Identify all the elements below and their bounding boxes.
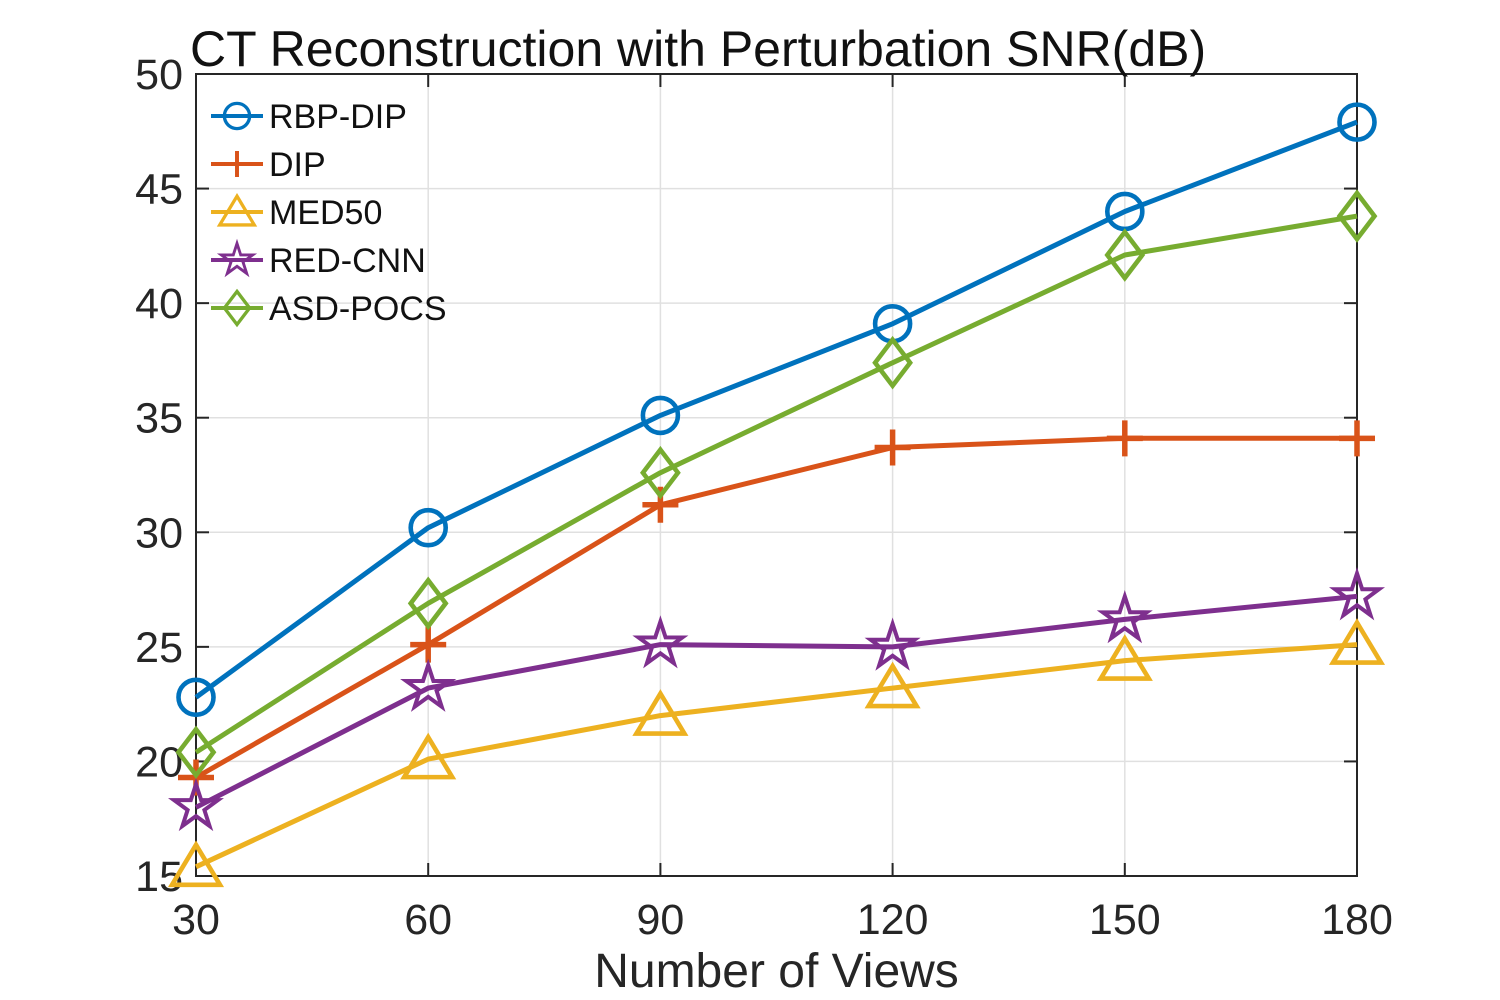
marker-star-red-cnn	[1096, 590, 1153, 644]
marker-circle-rbp-dip	[176, 677, 216, 718]
y-tick-label: 40	[135, 280, 183, 328]
series-rbp-dip	[176, 102, 1377, 718]
legend-marker-circle-icon	[222, 101, 252, 131]
x-tick-label: 90	[636, 896, 684, 944]
x-tick-label: 180	[1321, 896, 1393, 944]
x-axis-label: Number of Views	[594, 945, 959, 998]
legend-label-med50: MED50	[269, 194, 382, 232]
marker-plus-dip	[410, 626, 447, 663]
series-asd-pocs	[175, 189, 1378, 780]
series-red-cnn	[167, 566, 1386, 832]
marker-star-red-cnn	[632, 615, 689, 669]
series-line-asd-pocs	[194, 213, 1358, 755]
legend: RBP-DIP DIP MED50 RED-CNN ASD-POCS	[211, 98, 447, 328]
marker-plus-dip	[1106, 420, 1143, 457]
marker-diamond-asd-pocs	[640, 445, 681, 500]
marker-circle-rbp-dip	[1337, 102, 1377, 142]
marker-plus-dip	[1339, 420, 1375, 457]
legend-label-rbp-dip: RBP-DIP	[269, 98, 407, 136]
legend-marker-star-icon	[216, 238, 258, 278]
chart-title: CT Reconstruction with Perturbation SNR(…	[190, 21, 1207, 77]
legend-item-red-cnn: RED-CNN	[211, 238, 426, 280]
marker-circle-rbp-dip	[408, 507, 449, 548]
series-line-med50	[194, 642, 1358, 870]
marker-triangle-med50	[1096, 634, 1153, 681]
legend-label-dip: DIP	[269, 146, 326, 184]
marker-star-red-cnn	[167, 777, 225, 832]
x-tick-label: 60	[404, 896, 452, 944]
marker-triangle-med50	[632, 689, 689, 736]
marker-triangle-med50	[167, 840, 225, 888]
marker-circle-rbp-dip	[640, 395, 681, 436]
series-line-rbp-dip	[194, 119, 1358, 700]
marker-plus-dip	[874, 429, 911, 466]
x-tick-label: 30	[172, 896, 220, 944]
legend-item-asd-pocs: ASD-POCS	[211, 288, 447, 328]
y-tick-label: 20	[135, 738, 183, 786]
y-tick-label: 30	[135, 509, 183, 557]
legend-item-dip: DIP	[211, 146, 326, 184]
marker-triangle-med50	[400, 732, 457, 780]
legend-label-asd-pocs: ASD-POCS	[269, 290, 447, 328]
marker-diamond-asd-pocs	[872, 335, 913, 390]
x-tick-label: 120	[857, 896, 929, 944]
marker-star-red-cnn	[864, 617, 921, 671]
x-tick-label: 150	[1089, 896, 1161, 944]
marker-triangle-med50	[1328, 618, 1386, 665]
legend-marker-triangle-icon	[216, 192, 258, 227]
y-tick-label: 50	[135, 51, 183, 99]
legend-item-med50: MED50	[211, 192, 382, 232]
series-dip	[178, 420, 1375, 796]
series-med50	[167, 618, 1386, 888]
legend-label-red-cnn: RED-CNN	[269, 242, 426, 280]
marker-triangle-med50	[864, 661, 921, 709]
marker-diamond-asd-pocs	[1336, 189, 1378, 243]
series-line-dip	[194, 435, 1357, 780]
marker-star-red-cnn	[1328, 566, 1386, 621]
marker-diamond-asd-pocs	[407, 576, 449, 631]
marker-diamond-asd-pocs	[175, 725, 217, 780]
marker-star-red-cnn	[400, 658, 457, 712]
legend-marker-diamond-icon	[222, 288, 252, 328]
y-tick-label: 25	[135, 624, 183, 672]
legend-item-rbp-dip: RBP-DIP	[211, 98, 407, 136]
y-tick-label: 35	[135, 395, 183, 443]
y-tick-label: 45	[135, 166, 183, 214]
marker-diamond-asd-pocs	[1104, 228, 1146, 282]
series-line-red-cnn	[194, 593, 1358, 810]
legend-marker-plus-icon	[224, 151, 250, 177]
